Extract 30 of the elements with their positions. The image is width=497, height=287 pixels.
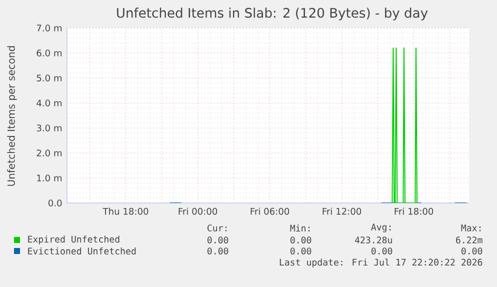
y-axis-title: Unfetched Items per second — [7, 46, 17, 186]
text: 6.22m — [456, 236, 482, 244]
text: Last update: Fri Jul 17 22:20:22 2026 — [280, 258, 482, 268]
y-tick-label: 1.0 m — [37, 174, 62, 182]
legend-label: Evictioned Unfetched — [28, 247, 136, 255]
text: 0.00 — [461, 248, 482, 254]
y-tick-label: 3.0 m — [36, 124, 62, 132]
x-tick-label: Thu 18:00 — [102, 208, 148, 215]
text: 0.00 — [290, 236, 312, 244]
y-tick-label: 4.0 m — [36, 100, 62, 106]
text: 0.00 — [207, 236, 228, 244]
chart-title: Unfetched Items in Slab: 2 (120 Bytes) - by day — [117, 8, 428, 20]
x-tick-label: Fri 18:00 — [394, 208, 434, 215]
text: Min: — [290, 224, 310, 232]
text: Max: — [461, 224, 481, 232]
legend-label: Expired Unfetched — [28, 236, 120, 244]
text: Avg: — [371, 224, 391, 232]
text: 0.00 — [371, 248, 392, 254]
x-tick-label: Fri 12:00 — [322, 208, 362, 215]
y-tick-label: 2.0 m — [36, 150, 62, 156]
y-tick-label: 6.0 m — [36, 50, 62, 56]
text: 423.28u — [354, 236, 392, 244]
x-tick-label: Fri 06:00 — [250, 208, 290, 215]
x-tick-label: Fri 00:00 — [178, 208, 218, 215]
text: 0.00 — [290, 248, 312, 254]
text: Cur: — [208, 224, 227, 232]
y-tick-label: 0.0 — [48, 200, 62, 206]
text: 0.00 — [207, 248, 228, 254]
y-tick-label: 7.0 m — [36, 24, 62, 32]
y-tick-label: 5.0 m — [36, 74, 62, 82]
